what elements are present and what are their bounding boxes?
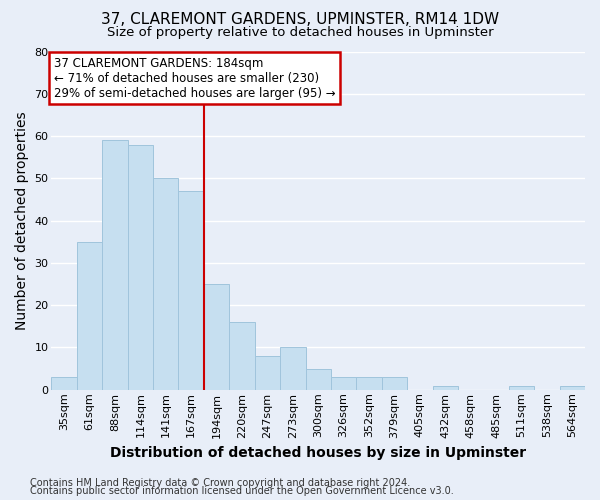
Y-axis label: Number of detached properties: Number of detached properties <box>15 112 29 330</box>
Bar <box>153 178 178 390</box>
Bar <box>280 348 305 390</box>
X-axis label: Distribution of detached houses by size in Upminster: Distribution of detached houses by size … <box>110 446 526 460</box>
Bar <box>382 377 407 390</box>
Bar <box>77 242 102 390</box>
Bar <box>255 356 280 390</box>
Bar <box>560 386 585 390</box>
Bar <box>509 386 534 390</box>
Text: Contains public sector information licensed under the Open Government Licence v3: Contains public sector information licen… <box>30 486 454 496</box>
Bar <box>204 284 229 390</box>
Bar <box>178 191 204 390</box>
Bar <box>128 144 153 390</box>
Text: 37, CLAREMONT GARDENS, UPMINSTER, RM14 1DW: 37, CLAREMONT GARDENS, UPMINSTER, RM14 1… <box>101 12 499 28</box>
Bar <box>52 377 77 390</box>
Bar <box>331 377 356 390</box>
Text: 37 CLAREMONT GARDENS: 184sqm
← 71% of detached houses are smaller (230)
29% of s: 37 CLAREMONT GARDENS: 184sqm ← 71% of de… <box>54 56 336 100</box>
Bar <box>229 322 255 390</box>
Bar <box>305 368 331 390</box>
Bar <box>433 386 458 390</box>
Bar <box>356 377 382 390</box>
Text: Size of property relative to detached houses in Upminster: Size of property relative to detached ho… <box>107 26 493 39</box>
Bar <box>102 140 128 390</box>
Text: Contains HM Land Registry data © Crown copyright and database right 2024.: Contains HM Land Registry data © Crown c… <box>30 478 410 488</box>
